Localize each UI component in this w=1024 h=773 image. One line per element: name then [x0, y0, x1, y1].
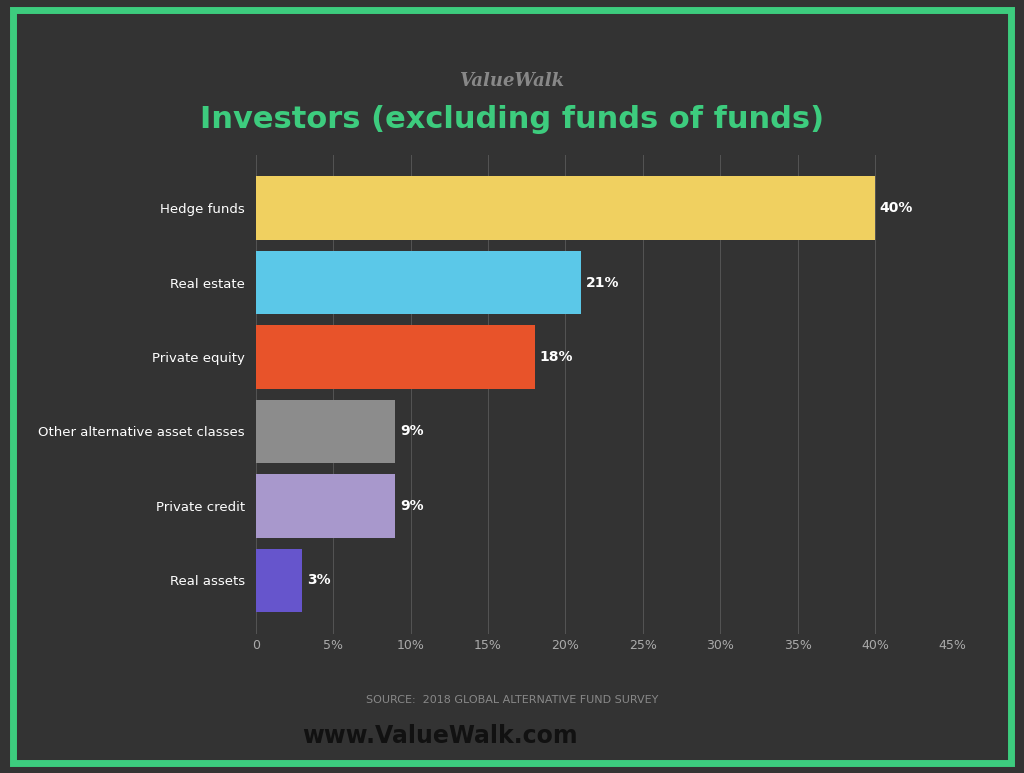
Bar	[256, 475, 395, 537]
Text: SOURCE:  2018 GLOBAL ALTERNATIVE FUND SURVEY: SOURCE: 2018 GLOBAL ALTERNATIVE FUND SUR…	[366, 695, 658, 704]
Text: www.ValueWalk.com: www.ValueWalk.com	[302, 724, 579, 748]
Text: 9%: 9%	[400, 424, 424, 438]
Text: Investors (excluding funds of funds): Investors (excluding funds of funds)	[200, 105, 824, 135]
Bar	[256, 549, 302, 612]
Text: ValueWalk: ValueWalk	[460, 72, 564, 90]
Bar	[256, 400, 395, 463]
Text: 3%: 3%	[307, 574, 331, 587]
Bar	[256, 251, 581, 314]
Text: 18%: 18%	[540, 350, 572, 364]
Text: 21%: 21%	[586, 275, 620, 290]
Bar	[256, 176, 874, 240]
Text: 40%: 40%	[880, 201, 913, 215]
Text: 9%: 9%	[400, 499, 424, 513]
Bar	[256, 325, 535, 389]
